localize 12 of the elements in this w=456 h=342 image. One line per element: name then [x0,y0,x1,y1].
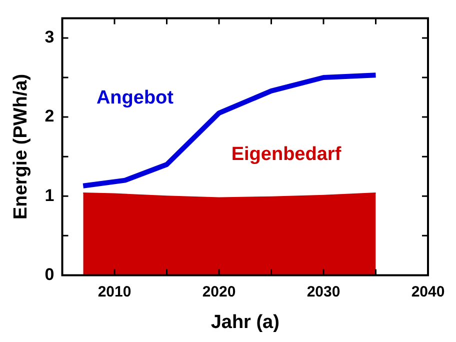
x-axis-title: Jahr (a) [210,312,280,333]
y-tick-label: 0 [44,264,54,284]
y-tick-label: 2 [44,106,54,126]
series-label: Angebot [96,88,174,109]
y-axis-title: Energie (PWh/a) [10,74,32,220]
y-tick-label: 3 [44,28,54,47]
x-tick-label: 2030 [306,283,340,300]
x-tick-label: 2020 [202,283,236,300]
series-label: Eigenbedarf [231,144,342,166]
y-tick-label: 1 [44,186,54,205]
x-tick-label: 2040 [411,283,445,300]
x-tick-label: 2010 [98,283,132,300]
